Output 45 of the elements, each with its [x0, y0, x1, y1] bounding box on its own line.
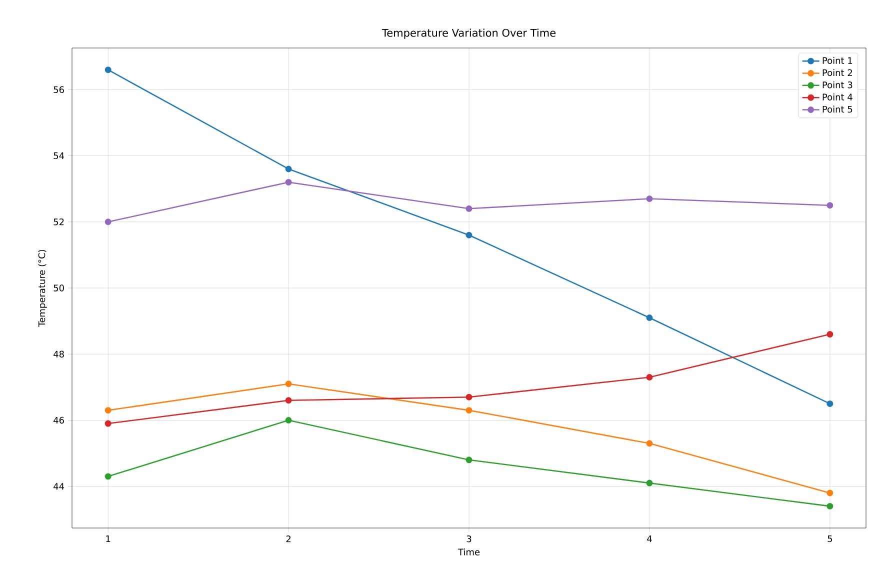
point	[826, 400, 834, 407]
point	[104, 407, 112, 414]
legend-label: Point 4	[822, 93, 852, 100]
point	[466, 232, 472, 238]
point	[466, 456, 472, 464]
point	[285, 166, 292, 172]
y-axis-title: Temperature (°C)	[38, 250, 47, 327]
point	[646, 314, 653, 321]
point	[104, 66, 112, 74]
point	[466, 394, 472, 400]
point	[285, 178, 292, 186]
y-tick-label: 52	[54, 218, 64, 226]
x-tick-label: 2	[286, 535, 291, 542]
point	[646, 440, 653, 447]
y-tick-label: 46	[54, 416, 64, 424]
legend-label: Point 5	[822, 106, 852, 113]
legend-label: Point 1	[822, 56, 852, 64]
point	[285, 380, 292, 388]
point	[826, 331, 834, 338]
point	[826, 202, 834, 209]
point	[646, 480, 653, 486]
y-tick-label: 50	[54, 284, 64, 292]
point	[646, 374, 653, 380]
point	[285, 416, 292, 424]
y-tick-label: 44	[54, 483, 64, 490]
x-tick-label: 1	[106, 535, 110, 542]
point	[104, 218, 112, 226]
point	[104, 420, 112, 427]
x-tick-label: 3	[466, 535, 472, 542]
legend-label: Point 2	[822, 69, 852, 76]
point	[826, 502, 834, 510]
point	[466, 407, 472, 414]
point	[466, 205, 472, 212]
point	[646, 196, 653, 202]
point	[285, 397, 292, 404]
x-axis-title: Time	[458, 548, 480, 556]
y-tick-label: 54	[54, 152, 64, 160]
point	[104, 473, 112, 480]
chart-title: Temperature Variation Over Time	[382, 28, 556, 39]
x-tick-label: 5	[828, 535, 832, 542]
y-tick-label: 56	[54, 86, 64, 94]
point	[826, 490, 834, 496]
y-tick-label: 48	[54, 350, 64, 358]
x-tick-label: 4	[647, 535, 652, 542]
legend-label: Point 3	[822, 81, 852, 88]
